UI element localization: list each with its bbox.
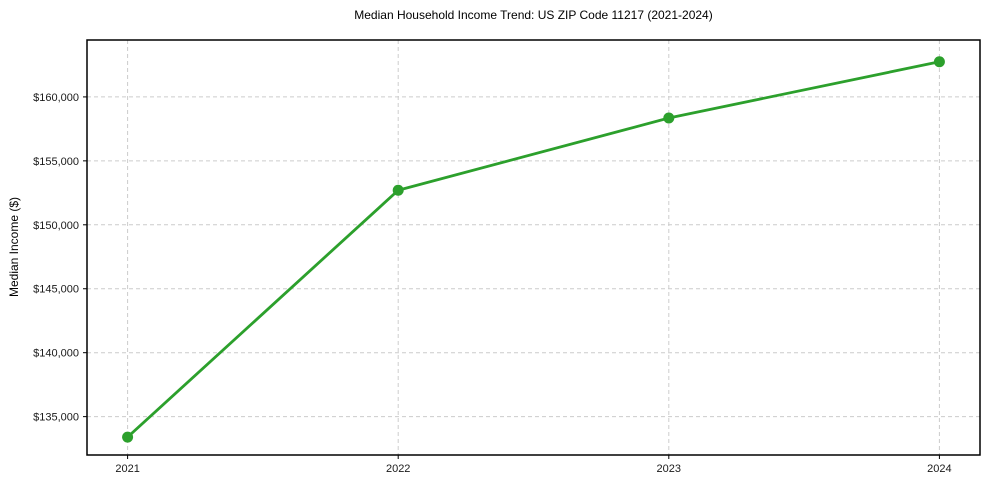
data-point-2024 bbox=[933, 56, 945, 68]
data-point-2023 bbox=[663, 112, 675, 124]
data-point-2021 bbox=[122, 431, 134, 443]
x-tick-label: 2022 bbox=[386, 463, 410, 475]
trend-line bbox=[126, 60, 941, 439]
y-tick-label: $150,000 bbox=[33, 220, 79, 232]
chart-title: Median Household Income Trend: US ZIP Co… bbox=[354, 8, 713, 22]
y-tick-label: $135,000 bbox=[33, 412, 79, 424]
x-tick-label: 2024 bbox=[927, 463, 951, 475]
x-tick-label: 2021 bbox=[115, 463, 139, 475]
y-tick-label: $160,000 bbox=[33, 92, 79, 104]
plot-frame bbox=[86, 39, 981, 456]
data-point-2022 bbox=[392, 184, 404, 196]
x-tick-label: 2023 bbox=[657, 463, 681, 475]
y-tick-label: $145,000 bbox=[33, 284, 79, 296]
y-tick-label: $140,000 bbox=[33, 348, 79, 360]
y-tick-label: $155,000 bbox=[33, 156, 79, 168]
